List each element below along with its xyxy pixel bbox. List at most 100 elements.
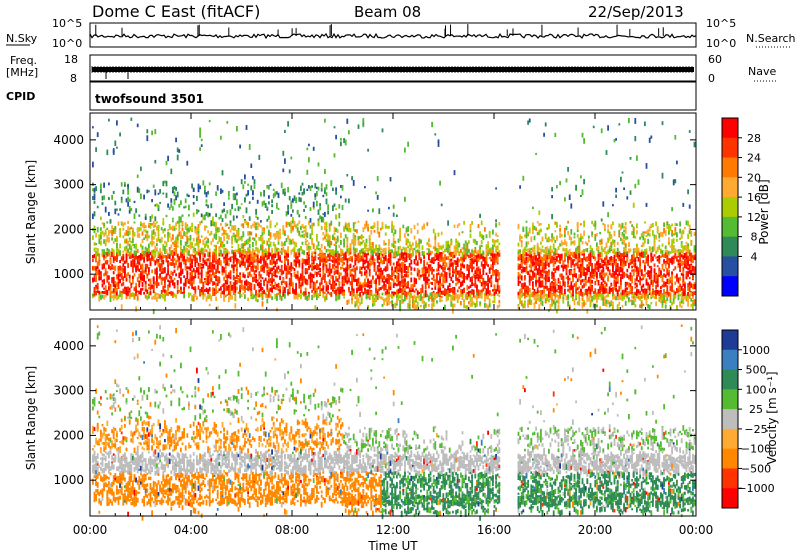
- range-gate-cell: [396, 289, 398, 295]
- range-gate-cell: [544, 248, 547, 252]
- range-gate-cell: [544, 270, 547, 273]
- range-gate-cell: [479, 276, 481, 280]
- range-gate-cell: [228, 288, 230, 294]
- range-gate-cell: [340, 239, 342, 245]
- range-gate-cell: [388, 225, 390, 229]
- range-gate-cell: [458, 270, 461, 273]
- range-gate-cell: [336, 278, 339, 282]
- range-gate-cell: [176, 191, 179, 198]
- range-gate-cell: [103, 291, 105, 294]
- range-gate-cell: [112, 249, 115, 255]
- range-gate-cell: [306, 257, 309, 264]
- range-gate-cell: [154, 292, 157, 296]
- range-gate-cell: [111, 236, 113, 240]
- range-gate-cell: [248, 216, 251, 221]
- range-gate-cell: [285, 273, 288, 278]
- range-gate-cell: [261, 232, 264, 236]
- range-gate-cell: [352, 250, 355, 256]
- range-gate-cell: [524, 234, 526, 238]
- range-gate-cell: [384, 224, 387, 229]
- range-gate-cell: [324, 291, 326, 294]
- range-gate-cell: [200, 287, 203, 293]
- range-gate-cell: [160, 259, 163, 266]
- range-gate-cell: [124, 266, 126, 271]
- range-gate-cell: [173, 277, 176, 281]
- range-gate-cell: [381, 221, 384, 228]
- range-gate-cell: [325, 233, 328, 238]
- range-gate-cell: [162, 246, 165, 250]
- range-gate-cell: [540, 291, 542, 298]
- range-gate-cell: [349, 244, 352, 249]
- range-gate-cell: [242, 273, 245, 278]
- range-gate-cell: [296, 277, 299, 281]
- range-gate-cell: [327, 285, 329, 291]
- range-gate-cell: [268, 185, 270, 190]
- range-gate-cell: [290, 272, 293, 277]
- range-gate-cell: [172, 234, 174, 240]
- range-gate-cell: [440, 254, 443, 260]
- range-gate-cell: [458, 286, 461, 289]
- range-gate-cell: [253, 179, 256, 185]
- range-gate-cell: [492, 229, 494, 235]
- range-gate-cell: [271, 248, 273, 254]
- range-gate-cell: [208, 119, 211, 123]
- range-gate-cell: [517, 280, 520, 284]
- range-gate-cell: [140, 166, 142, 171]
- range-gate-cell: [141, 274, 144, 277]
- range-gate-cell: [400, 295, 403, 299]
- range-gate-cell: [405, 295, 408, 300]
- range-gate-cell: [112, 288, 115, 293]
- range-gate-cell: [229, 221, 232, 227]
- range-gate-cell: [194, 229, 197, 234]
- range-gate-cell: [519, 249, 521, 253]
- range-gate-cell: [389, 282, 392, 287]
- range-gate-cell: [250, 283, 253, 289]
- nsearch-label: N.Search: [746, 32, 796, 45]
- range-gate-cell: [392, 225, 395, 231]
- range-gate-cell: [528, 118, 531, 123]
- range-gate-cell: [237, 249, 240, 254]
- range-gate-cell: [212, 287, 214, 292]
- range-gate-cell: [93, 225, 96, 231]
- range-gate-cell: [317, 221, 320, 227]
- range-gate-cell: [296, 270, 299, 275]
- range-gate-cell: [477, 266, 480, 271]
- range-gate-cell: [288, 288, 291, 293]
- range-gate-cell: [199, 221, 201, 225]
- range-gate-cell: [356, 288, 358, 294]
- range-gate-cell: [303, 258, 305, 264]
- range-gate-cell: [253, 264, 256, 269]
- range-gate-cell: [178, 216, 181, 223]
- range-gate-cell: [170, 275, 173, 281]
- range-gate-cell: [117, 294, 120, 300]
- range-gate-cell: [352, 246, 355, 251]
- range-gate-cell: [288, 266, 291, 271]
- range-gate-cell: [368, 269, 371, 274]
- range-gate-cell: [496, 305, 499, 309]
- range-gate-cell: [356, 300, 358, 306]
- range-gate-cell: [533, 272, 536, 278]
- range-gate-cell: [152, 224, 155, 228]
- range-gate-cell: [373, 222, 376, 229]
- range-gate-cell: [167, 286, 169, 291]
- range-gate-cell: [298, 254, 301, 258]
- range-gate-cell: [136, 249, 139, 254]
- range-gate-cell: [141, 255, 144, 260]
- range-gate-cell: [519, 255, 521, 260]
- range-gate-cell: [301, 182, 304, 186]
- range-gate-cell: [527, 257, 529, 262]
- range-gate-cell: [319, 206, 321, 211]
- range-gate-cell: [540, 295, 542, 302]
- range-gate-cell: [484, 280, 486, 285]
- range-gate-cell: [186, 236, 189, 243]
- range-gate-cell: [290, 227, 293, 234]
- range-gate-cell: [229, 209, 232, 216]
- range-gate-cell: [159, 201, 161, 204]
- range-gate-cell: [92, 213, 94, 220]
- range-gate-cell: [151, 241, 153, 245]
- range-gate-cell: [202, 239, 205, 245]
- range-gate-cell: [255, 269, 257, 273]
- range-gate-cell: [220, 241, 222, 248]
- range-gate-cell: [162, 254, 165, 259]
- range-gate-cell: [256, 263, 259, 266]
